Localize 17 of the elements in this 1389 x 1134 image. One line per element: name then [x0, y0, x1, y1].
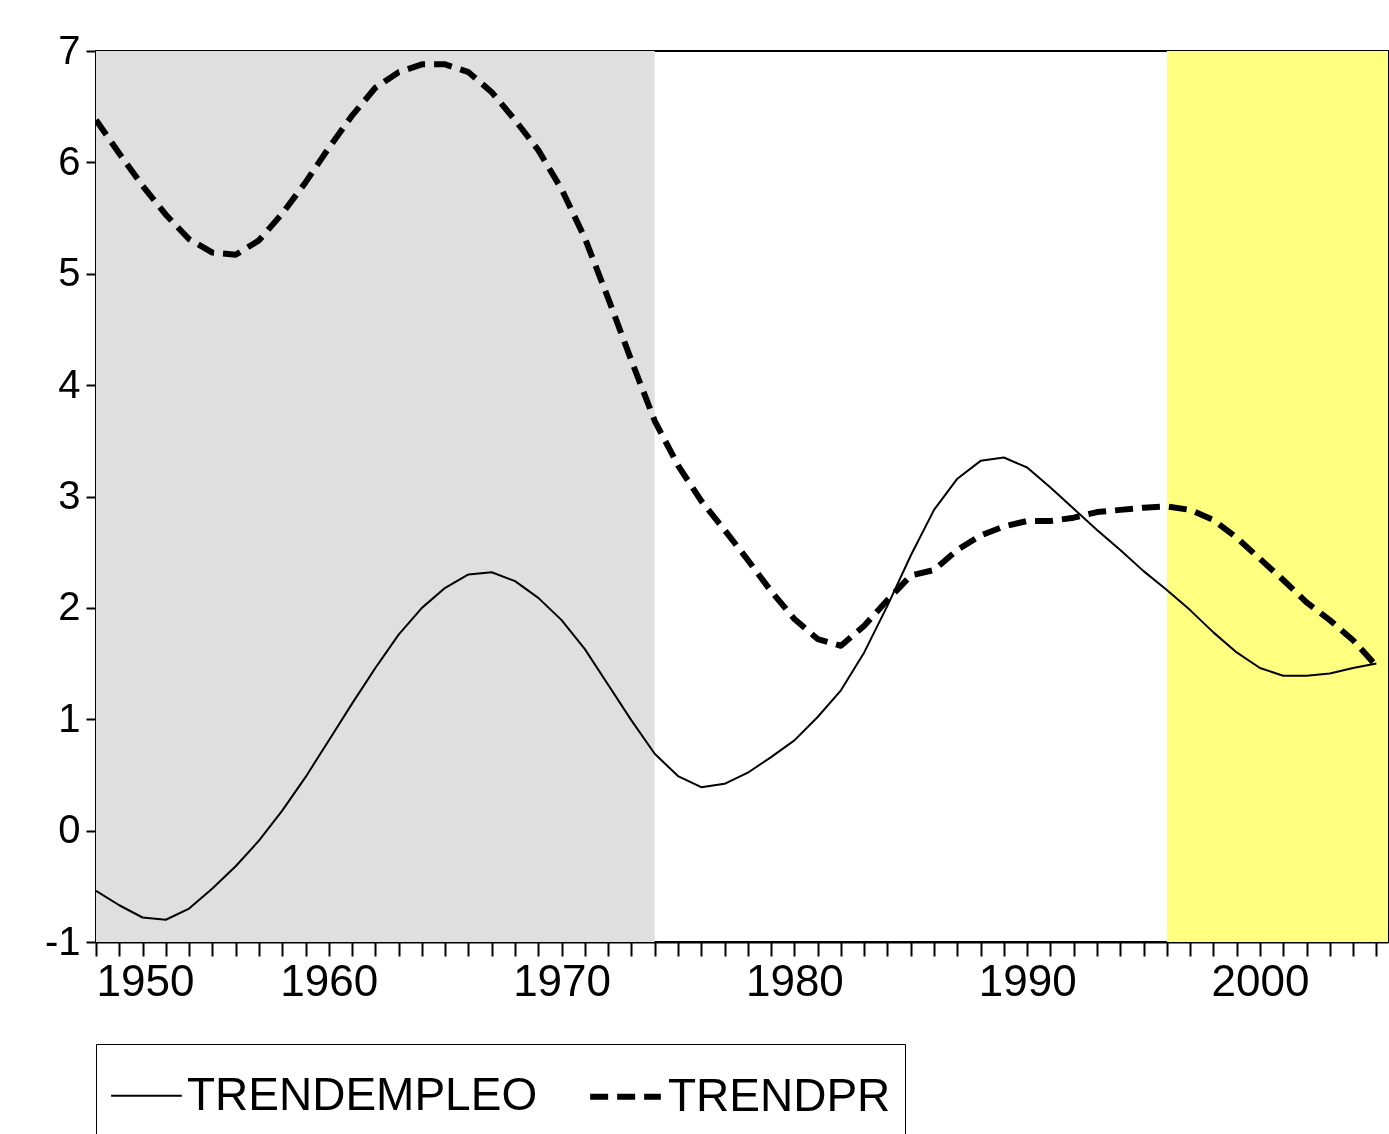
x-tick-label: 1950 — [96, 955, 195, 1005]
y-tick-label: 1 — [58, 695, 81, 740]
y-tick-label: 7 — [58, 27, 81, 72]
y-tick-label: 6 — [58, 138, 81, 183]
legend-label: TRENDPR — [668, 1068, 891, 1121]
x-tick-label: 1990 — [978, 955, 1077, 1005]
x-tick-label: 1980 — [745, 955, 844, 1005]
y-tick-label: 2 — [58, 584, 81, 629]
x-tick-label: 2000 — [1211, 955, 1310, 1005]
legend-label: TRENDEMPLEO — [187, 1067, 538, 1120]
x-tick-label: 1960 — [280, 955, 379, 1005]
x-tick-label: 1970 — [513, 955, 612, 1005]
y-tick-label: 3 — [58, 473, 81, 517]
y-tick-label: 4 — [58, 361, 81, 406]
y-tick-label: 0 — [58, 807, 81, 852]
y-tick-label: -1 — [44, 918, 81, 963]
y-tick-label: 5 — [58, 250, 81, 295]
